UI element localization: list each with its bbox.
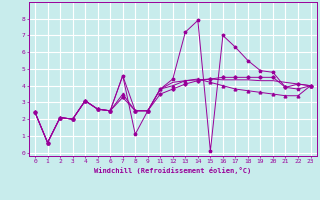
- X-axis label: Windchill (Refroidissement éolien,°C): Windchill (Refroidissement éolien,°C): [94, 167, 252, 174]
